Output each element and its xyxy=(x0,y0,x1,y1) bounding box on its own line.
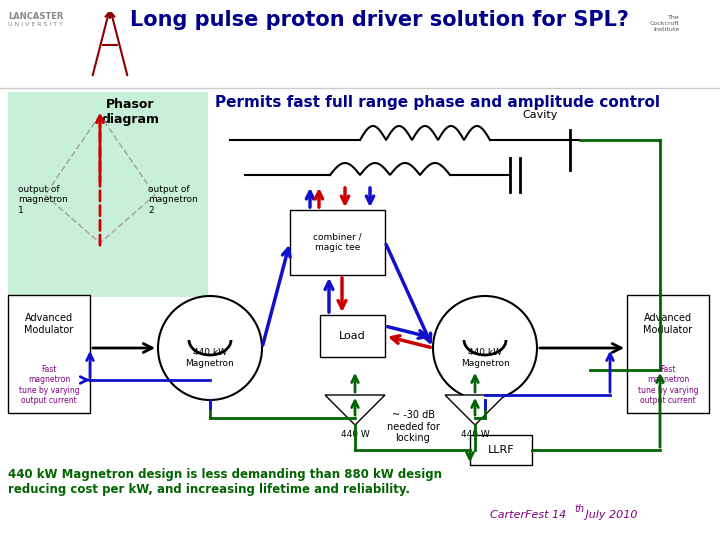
Text: U N I V E R S I T Y: U N I V E R S I T Y xyxy=(8,22,63,27)
Text: Load: Load xyxy=(339,331,366,341)
Text: Advanced
Modulator: Advanced Modulator xyxy=(24,313,73,335)
Text: Permits fast full range phase and amplitude control: Permits fast full range phase and amplit… xyxy=(215,95,660,110)
Text: Fast
magnetron
tune by varying
output current: Fast magnetron tune by varying output cu… xyxy=(19,365,79,405)
Bar xyxy=(290,210,385,275)
Text: th: th xyxy=(574,504,584,514)
Circle shape xyxy=(433,296,537,400)
Text: CarterFest 14: CarterFest 14 xyxy=(490,510,566,520)
Text: July 2010: July 2010 xyxy=(582,510,637,520)
Polygon shape xyxy=(325,395,385,425)
Text: LANCASTER: LANCASTER xyxy=(8,12,63,21)
Text: combiner /
magic tee: combiner / magic tee xyxy=(313,233,362,252)
Text: 440 W: 440 W xyxy=(341,430,369,439)
Bar xyxy=(8,92,208,297)
Text: output of
magnetron
1: output of magnetron 1 xyxy=(18,185,68,215)
Text: Cavity: Cavity xyxy=(522,110,558,120)
Text: 440 W: 440 W xyxy=(461,430,490,439)
Text: ~ -30 dB
needed for
locking: ~ -30 dB needed for locking xyxy=(387,410,439,443)
Text: 440 kW Magnetron design is less demanding than 880 kW design
reducing cost per k: 440 kW Magnetron design is less demandin… xyxy=(8,468,442,496)
Text: 440 kW
Magnetron: 440 kW Magnetron xyxy=(461,348,509,368)
Circle shape xyxy=(158,296,262,400)
Text: Phasor
diagram: Phasor diagram xyxy=(101,98,159,126)
Text: LLRF: LLRF xyxy=(487,445,514,455)
Text: Advanced
Modulator: Advanced Modulator xyxy=(644,313,693,335)
Text: Long pulse proton driver solution for SPL?: Long pulse proton driver solution for SP… xyxy=(130,10,629,30)
Text: 440 kW
Magnetron: 440 kW Magnetron xyxy=(186,348,235,368)
Text: The
Cockcroft
Institute: The Cockcroft Institute xyxy=(650,15,680,32)
Bar xyxy=(627,295,709,413)
Bar xyxy=(320,315,385,357)
Text: output of
magnetron
2: output of magnetron 2 xyxy=(148,185,198,215)
Bar xyxy=(470,435,532,465)
Bar xyxy=(8,295,90,413)
Text: Fast
magnetron
tune by varying
output current: Fast magnetron tune by varying output cu… xyxy=(638,365,698,405)
Polygon shape xyxy=(445,395,505,425)
